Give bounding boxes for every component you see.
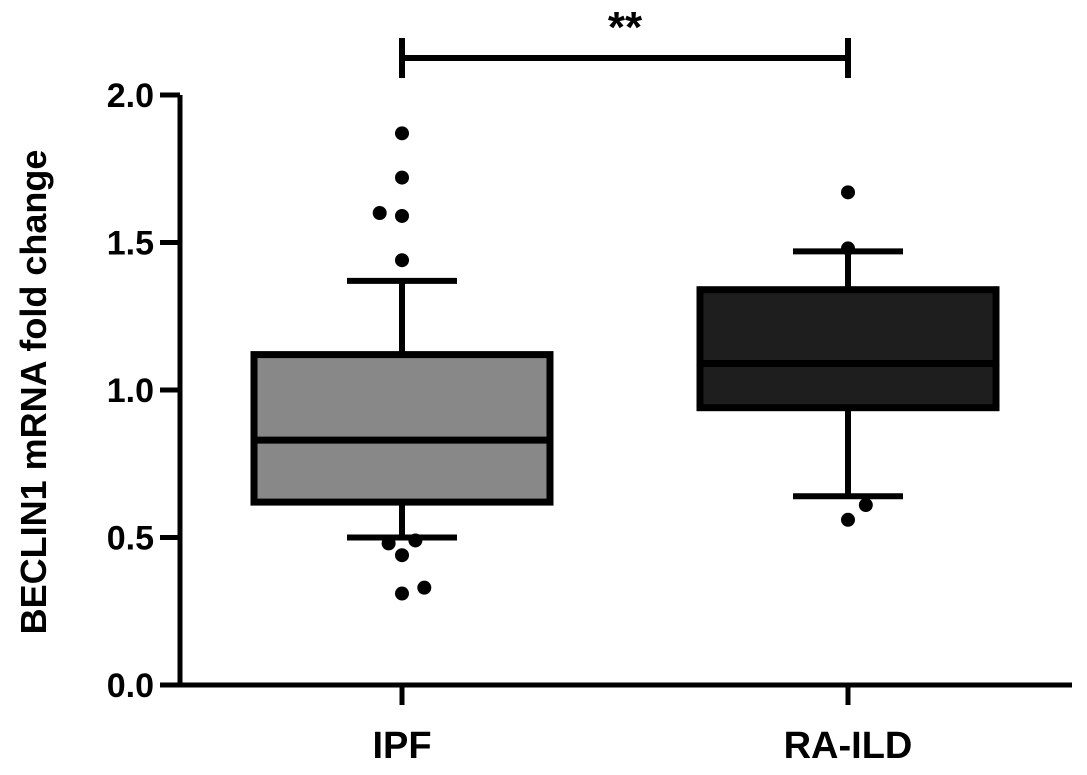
- outlier-point: [841, 512, 855, 527]
- outlier-point: [841, 241, 855, 256]
- significance-label: **: [608, 3, 643, 52]
- outlier-point: [841, 185, 855, 200]
- outlier-point: [858, 498, 873, 513]
- y-axis-label: BECLIN1 mRNA fold change: [13, 150, 54, 635]
- significance-bracket: **: [399, 3, 851, 78]
- y-tick-label: 2.0: [107, 77, 154, 115]
- outliers: [372, 126, 873, 601]
- y-tick-label: 1.0: [107, 372, 154, 410]
- box-ra-ild: [696, 248, 1000, 500]
- outlier-point: [395, 253, 409, 268]
- outlier-point: [417, 580, 432, 595]
- iqr-box: [250, 351, 554, 506]
- x-axis: IPF RA-ILD: [178, 682, 1072, 767]
- outlier-point: [408, 533, 423, 548]
- outlier-point: [395, 586, 409, 601]
- y-tick-label: 0.0: [107, 667, 154, 705]
- y-axis: 0.0 0.5 1.0 1.5 2.0: [107, 77, 183, 705]
- x-tick-label: IPF: [372, 725, 431, 767]
- outlier-point: [395, 170, 409, 185]
- outlier-point: [395, 548, 409, 563]
- outlier-point: [381, 536, 396, 551]
- boxes: [250, 248, 1000, 541]
- outlier-point: [395, 208, 409, 223]
- y-tick-label: 0.5: [107, 520, 154, 558]
- y-tick-label: 1.5: [107, 225, 154, 263]
- x-tick-label: RA-ILD: [784, 725, 913, 767]
- box-ipf: [250, 277, 554, 541]
- iqr-box: [696, 286, 1000, 412]
- outlier-point: [395, 126, 409, 141]
- outlier-point: [372, 206, 387, 220]
